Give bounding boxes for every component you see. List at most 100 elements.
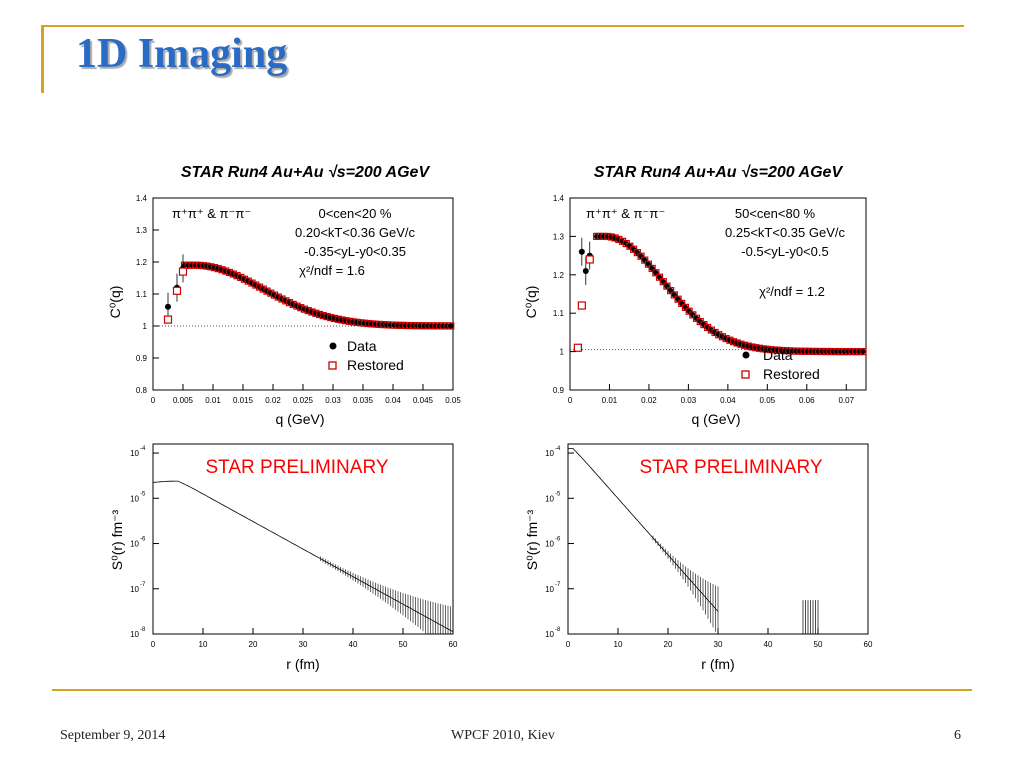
- data-point: [631, 246, 637, 252]
- accent-rule-top: [41, 25, 964, 27]
- legend-restored-marker: [328, 361, 337, 370]
- data-points: [573, 232, 867, 356]
- data-point: [801, 348, 807, 354]
- restored-point: [644, 260, 653, 268]
- y-tick-label: 10: [545, 630, 554, 639]
- data-point: [682, 304, 689, 310]
- x-tick-label: 0.04: [720, 396, 736, 405]
- annotation-centrality: 50<cen<80 %: [735, 206, 816, 221]
- data-point: [675, 296, 681, 302]
- y-tick-label: 1.1: [136, 290, 148, 299]
- x-tick-label: 0.015: [233, 396, 254, 405]
- y-axis-label: C⁰(q): [523, 286, 539, 319]
- data-point: [708, 327, 714, 333]
- legend-restored-marker: [741, 370, 750, 379]
- data-point: [597, 233, 603, 239]
- x-tick-label: 0.03: [325, 396, 341, 405]
- data-point: [690, 312, 696, 318]
- x-tick-label: 60: [449, 640, 458, 649]
- x-tick-label: 0.035: [353, 396, 374, 405]
- restored-point: [659, 278, 667, 286]
- y-tick-exponent: -7: [555, 582, 561, 588]
- legend-data-label: Data: [763, 347, 793, 363]
- y-tick-label: 1: [143, 322, 148, 331]
- data-point: [786, 348, 792, 354]
- data-point: [860, 348, 866, 355]
- x-tick-label: 0.025: [293, 396, 314, 405]
- annotation-chi2: χ²/ndf = 1.2: [759, 284, 825, 299]
- x-axis-label: r (fm): [286, 656, 319, 672]
- legend-restored-label: Restored: [347, 357, 404, 373]
- x-tick-label: 0.06: [799, 396, 815, 405]
- x-tick-labels: 0 0.005 0.01 0.015 0.02 0.025 0.03 0.035 0.04 0.0…: [151, 384, 461, 405]
- data-point: [686, 308, 692, 314]
- preliminary-banner: STAR PRELIMINARY: [639, 457, 822, 478]
- x-tick-label: 40: [349, 640, 358, 649]
- data-point: [779, 347, 785, 354]
- y-tick-label: 10: [130, 494, 139, 503]
- y-tick-label: 10: [130, 449, 139, 458]
- y-tick-label: 10: [130, 585, 139, 594]
- restored-point: [655, 273, 664, 281]
- preliminary-banner: STAR PRELIMINARY: [205, 457, 388, 478]
- x-tick-label: 0.02: [641, 396, 657, 405]
- source-plot-peripheral: 0 10 20 30 40 50 60 10-410-510-610-710-8 STAR …: [524, 443, 873, 672]
- data-point: [823, 348, 829, 355]
- footer-date: September 9, 2014: [60, 728, 166, 743]
- data-point: [448, 323, 454, 329]
- annotation-rapidity: -0.5<yL-y0<0.5: [741, 244, 828, 259]
- footer-conference: WPCF 2010, Kiev: [451, 728, 555, 743]
- x-tick-label: 0.005: [173, 396, 194, 405]
- restored-point: [585, 255, 594, 264]
- x-tick-label: 0: [151, 396, 156, 405]
- data-point: [838, 348, 844, 355]
- y-tick-exponent: -4: [555, 446, 561, 452]
- x-tick-label: 0.05: [760, 396, 776, 405]
- restored-point: [674, 295, 682, 303]
- y-tick-label: 1.4: [553, 194, 565, 203]
- legend-data-label: Data: [347, 338, 377, 354]
- source-plot-central: 0 10 20 30 40 50 60 10-410-510-610-710-8 STAR …: [109, 443, 458, 672]
- x-tick-label: 40: [764, 640, 773, 649]
- restored-point: [859, 347, 867, 356]
- correlation-plot-peripheral: STAR Run4 Au+Au √s=200 AGeV 0 0.01 0.02 0.0…: [523, 164, 867, 427]
- y-tick-labels: 10-410-510-610-710-8: [130, 446, 159, 639]
- x-tick-label: 30: [714, 640, 723, 649]
- y-tick-labels: 10-410-510-610-710-8: [545, 446, 574, 639]
- y-tick-exponent: -8: [555, 627, 561, 633]
- restored-point: [641, 256, 649, 264]
- y-tick-label: 0.9: [553, 386, 565, 395]
- x-tick-labels: 0 10 20 30 40 50 60: [151, 628, 458, 649]
- restored-point: [633, 249, 641, 257]
- y-axis-label: C⁰(q): [107, 286, 123, 319]
- restored-point: [681, 303, 690, 311]
- plot-title: STAR Run4 Au+Au √s=200 AGeV: [181, 164, 431, 181]
- restored-point: [637, 252, 645, 260]
- x-tick-label: 20: [249, 640, 258, 649]
- data-point: [705, 324, 711, 331]
- annotation-centrality: 0<cen<20 %: [318, 206, 391, 221]
- restored-point: [663, 282, 671, 290]
- restored-point: [670, 291, 678, 299]
- data-point: [797, 348, 803, 354]
- data-point: [165, 303, 171, 310]
- legend-restored-label: Restored: [763, 366, 820, 382]
- y-axis-label: S⁰(r) fm⁻³: [109, 509, 125, 570]
- restored-point: [678, 299, 686, 307]
- annotation-chi2: χ²/ndf = 1.6: [299, 263, 365, 278]
- x-tick-label: 60: [864, 640, 873, 649]
- data-point: [834, 348, 840, 355]
- annotation-kt: 0.25<kT<0.35 GeV/c: [725, 225, 845, 240]
- footer-rule: [52, 689, 972, 691]
- legend-data-marker: [742, 351, 750, 359]
- data-point: [642, 257, 648, 263]
- y-tick-labels: 0.8 0.9 1 1.1 1.2 1.3 1.4: [136, 194, 159, 395]
- data-point: [679, 300, 685, 306]
- data-point: [693, 315, 700, 321]
- y-tick-exponent: -6: [555, 537, 561, 543]
- y-tick-label: 10: [545, 494, 554, 503]
- data-point: [594, 233, 600, 239]
- y-tick-label: 10: [545, 449, 554, 458]
- data-point: [582, 267, 589, 274]
